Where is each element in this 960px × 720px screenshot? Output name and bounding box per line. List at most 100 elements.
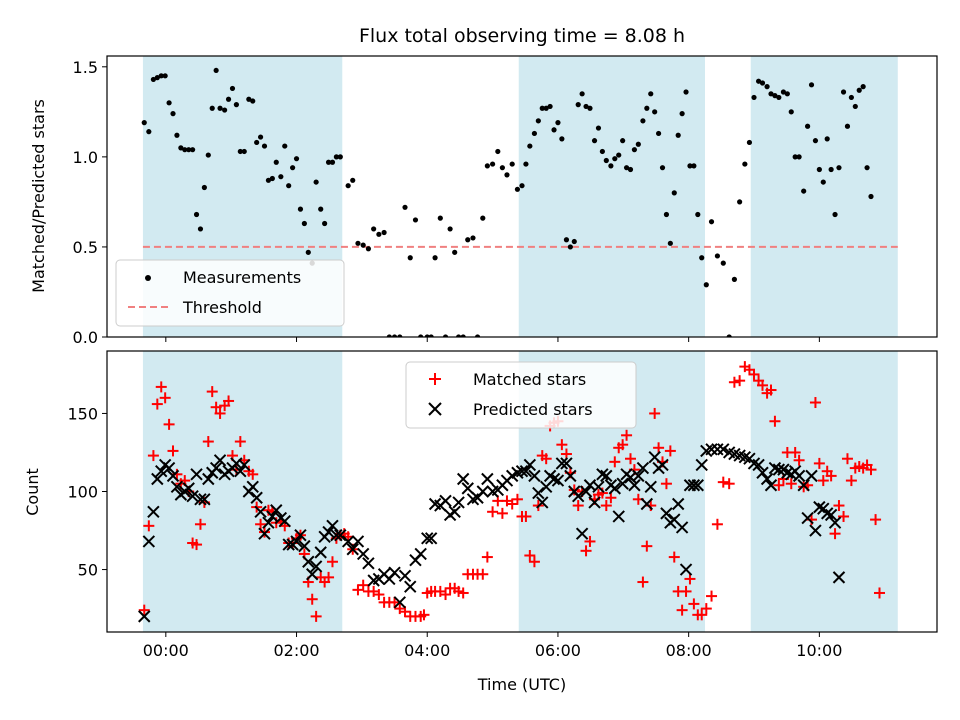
predicted-star-point <box>190 468 203 481</box>
measurement-point <box>708 219 715 225</box>
measurement-point <box>162 73 168 79</box>
top-y-tick-label: 0.0 <box>73 328 98 347</box>
predicted-star-point <box>519 464 533 478</box>
predicted-star-point <box>679 563 693 576</box>
matched-star-point <box>769 415 781 427</box>
measurement-point <box>381 229 387 236</box>
predicted-star-point <box>528 469 541 483</box>
measurement-point <box>376 231 382 237</box>
measurement-point <box>631 147 638 153</box>
predicted-star-point <box>660 507 673 520</box>
shaded-interval <box>518 56 705 337</box>
predicted-star-point <box>322 525 335 539</box>
matched-star-point <box>477 568 489 580</box>
measurement-point <box>170 111 176 117</box>
top-y-tick-label: 1.5 <box>73 58 98 77</box>
predicted-star-point <box>588 496 601 509</box>
matched-star-point <box>757 379 769 391</box>
measurement-point <box>141 120 147 126</box>
measurement-point <box>551 127 557 133</box>
measurement-point <box>620 138 626 144</box>
measurement-point <box>273 159 279 165</box>
measurement-point <box>531 130 538 137</box>
matched-star-point <box>524 550 536 562</box>
measurement-point <box>648 91 654 97</box>
matched-star-point <box>206 386 218 398</box>
measurement-point <box>350 177 356 183</box>
measurement-point <box>567 244 573 250</box>
predicted-star-point <box>515 464 529 478</box>
matched-star-point <box>873 587 885 599</box>
predicted-star-point <box>476 485 489 498</box>
measurement-point <box>812 138 819 144</box>
predicted-star-point <box>640 497 654 511</box>
matched-star-point <box>487 506 499 518</box>
measurement-point <box>796 154 802 160</box>
x-tick-label: 02:00 <box>273 641 319 660</box>
matched-star-point <box>621 429 633 441</box>
measurement-point <box>695 211 701 218</box>
measurement-point <box>293 156 300 162</box>
measurement-point <box>759 80 766 86</box>
matched-star-point <box>664 445 676 457</box>
matched-star-point <box>259 526 271 538</box>
legend-predicted-marker <box>428 402 442 416</box>
measurement-point <box>667 240 673 246</box>
predicted-star-point <box>560 457 573 470</box>
measurement-point <box>519 183 525 189</box>
matched-star-point <box>147 450 159 462</box>
matched-star-point <box>496 507 508 519</box>
matched-star-point <box>457 587 469 599</box>
x-tick-label: 06:00 <box>535 641 581 660</box>
measurement-point <box>254 139 260 146</box>
matched-star-point <box>528 556 540 568</box>
measurement-point <box>222 107 228 113</box>
matched-star-point <box>829 528 841 540</box>
measurement-point <box>146 129 152 135</box>
predicted-star-point <box>147 505 160 519</box>
x-tick-label: 04:00 <box>404 641 450 660</box>
legend-measurements-marker <box>145 275 151 281</box>
matched-star-point <box>418 609 430 621</box>
measurement-point <box>166 100 172 106</box>
predicted-star-point <box>351 535 365 548</box>
measurement-point <box>225 96 232 102</box>
measurement-point <box>856 87 862 93</box>
predicted-star-point <box>632 469 645 483</box>
matched-star-point <box>151 398 163 410</box>
predicted-star-point <box>813 500 826 514</box>
matched-star-point <box>728 376 740 388</box>
predicted-star-point <box>238 458 251 472</box>
matched-star-point <box>520 510 532 522</box>
measurement-point <box>644 105 650 111</box>
shaded-interval <box>750 351 898 632</box>
measurement-point <box>213 67 219 74</box>
predicted-star-point <box>792 469 806 483</box>
measurement-point <box>418 334 424 337</box>
predicted-star-point <box>456 472 470 486</box>
matched-star-point <box>138 604 150 616</box>
predicted-star-point <box>142 535 156 548</box>
measurement-point <box>154 75 160 81</box>
measurement-point <box>559 136 565 142</box>
matched-star-point <box>624 453 636 465</box>
measurement-point <box>840 89 847 95</box>
measurement-point <box>217 105 223 111</box>
measurement-point <box>535 118 541 124</box>
top-panel: 0.0 0.5 1.0 1.5 Matched/Predicted stars Mea… <box>29 55 938 347</box>
predicted-star-point <box>752 458 765 472</box>
measurement-point <box>844 123 851 129</box>
matched-star-point <box>668 551 680 563</box>
matched-star-point <box>825 470 837 482</box>
legend-measurements-label: Measurements <box>183 268 301 287</box>
measurement-point <box>603 157 609 164</box>
measurement-point <box>286 183 292 189</box>
measurement-point <box>731 276 738 282</box>
measurement-point <box>178 145 184 151</box>
bottom-y-tick-label: 50 <box>78 561 98 580</box>
matched-star-point <box>617 439 629 451</box>
measurement-point <box>780 89 787 95</box>
matched-star-point <box>223 395 235 407</box>
predicted-star-point <box>202 472 215 486</box>
